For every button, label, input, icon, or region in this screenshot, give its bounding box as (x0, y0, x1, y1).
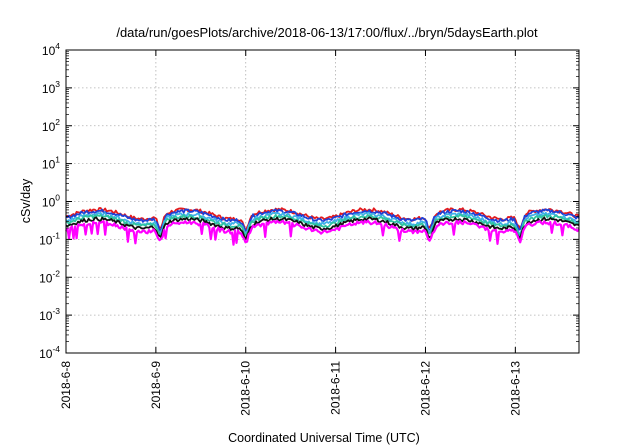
series-group (65, 207, 580, 246)
y-tick-label: 10-2 (39, 268, 60, 285)
y-tick-label: 10-1 (39, 230, 60, 247)
y-tick-label: 10-4 (39, 344, 60, 361)
y-tick-label: 10-3 (39, 306, 60, 323)
x-tick-label: 2018-6-10 (239, 361, 253, 416)
series-line (65, 219, 580, 246)
y-axis-label: cSv/day (19, 178, 33, 223)
ticks: 10-4 10-3 10-2 10-1 100 101 102 103 104 2018-6-8 2… (39, 41, 579, 416)
y-tick-label: 103 (42, 79, 60, 96)
x-tick-label: 2018-6-11 (329, 361, 343, 415)
x-tick-label: 2018-6-9 (149, 361, 163, 409)
x-tick-label: 2018-6-13 (508, 361, 522, 416)
y-tick-label: 101 (42, 155, 60, 172)
y-tick-label: 104 (42, 41, 60, 58)
y-tick-label: 102 (42, 117, 60, 134)
series-line (65, 213, 580, 238)
chart-title: /data/run/goesPlots/archive/2018-06-13/1… (116, 25, 538, 40)
grid-lines (66, 50, 579, 353)
y-tick-label: 100 (42, 193, 60, 210)
x-axis-label: Coordinated Universal Time (UTC) (228, 431, 420, 445)
x-tick-label: 2018-6-12 (418, 361, 432, 416)
series-line (65, 216, 580, 241)
x-tick-label: 2018-6-8 (59, 361, 73, 409)
